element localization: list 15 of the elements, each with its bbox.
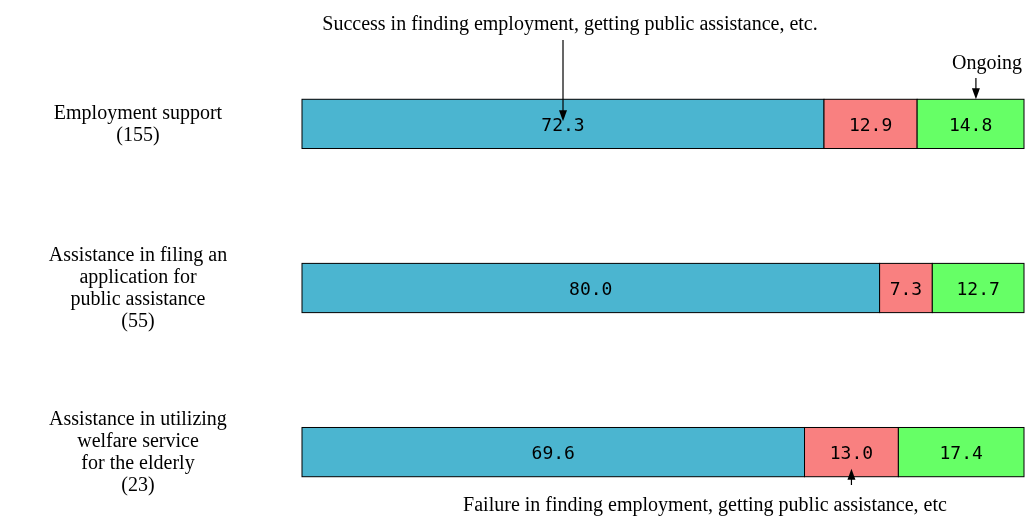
data-label: 69.6: [531, 442, 575, 464]
data-label: 17.4: [939, 442, 983, 464]
text: Failure in finding employment, getting public assistance, etc: [463, 493, 948, 516]
y-tick-label: Employment support (155): [53, 100, 223, 146]
data-label: 14.8: [948, 113, 993, 135]
data-label: 72.3: [541, 113, 585, 135]
data-label: 12.7: [956, 278, 1000, 299]
data-label: 7.3: [889, 278, 923, 299]
y-tick-label: Assistance in filing an application for public assistance (55): [48, 243, 228, 332]
y-tick-label: Assistance in utilizing welfare service for the elderly (23): [49, 407, 227, 497]
series-label: Ongoing: [952, 51, 1022, 74]
data-label: 12.9: [848, 113, 893, 135]
text: Success in finding employment, getting public assistance, etc.: [322, 12, 818, 35]
data-label: 80.0: [569, 278, 613, 299]
data-label: 13.0: [829, 442, 874, 464]
